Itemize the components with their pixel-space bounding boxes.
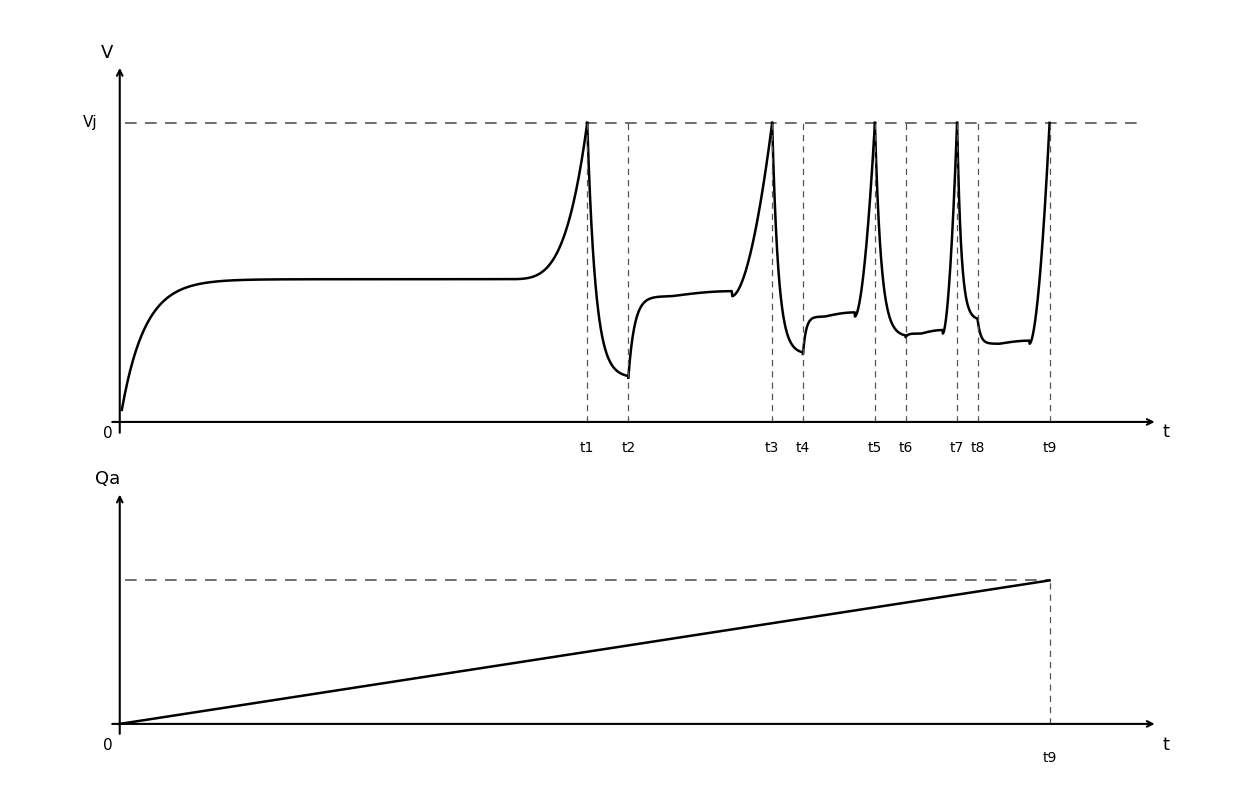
Text: t3: t3 [765, 440, 779, 455]
Text: t7: t7 [950, 440, 965, 455]
Text: Vj: Vj [83, 115, 97, 131]
Text: t8: t8 [971, 440, 985, 455]
Text: 0: 0 [103, 738, 113, 752]
Text: Qa: Qa [94, 469, 120, 488]
Text: t5: t5 [868, 440, 882, 455]
Text: V: V [102, 44, 114, 62]
Text: t4: t4 [796, 440, 810, 455]
Text: t: t [1163, 736, 1169, 754]
Text: t1: t1 [580, 440, 594, 455]
Text: t9: t9 [1043, 440, 1056, 455]
Text: 0: 0 [103, 427, 113, 441]
Text: t2: t2 [621, 440, 635, 455]
Text: t: t [1163, 423, 1169, 441]
Text: t6: t6 [899, 440, 913, 455]
Text: t9: t9 [1043, 751, 1056, 765]
